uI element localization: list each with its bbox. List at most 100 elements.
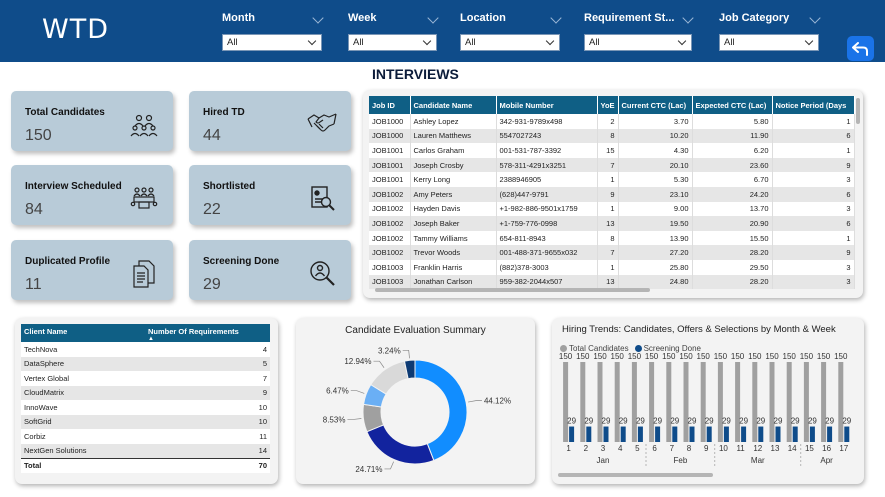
bar-total-candidates[interactable] xyxy=(700,362,706,442)
bar-total-candidates[interactable] xyxy=(631,362,637,442)
filter-week[interactable]: Week All xyxy=(348,12,439,51)
column-header-number-of-requirements[interactable]: Number Of Requirements ▲ xyxy=(145,324,270,342)
bar-total-candidates[interactable] xyxy=(821,362,827,442)
donut-slice[interactable] xyxy=(403,359,416,380)
donut-slice[interactable] xyxy=(366,424,435,465)
bar-screening-done[interactable] xyxy=(775,426,781,442)
bar-screening-done[interactable] xyxy=(689,426,695,442)
horizontal-scrollbar[interactable] xyxy=(375,288,650,292)
column-header[interactable]: Notice Period (Days xyxy=(772,96,855,114)
table-row[interactable]: JOB1001 Carlos Graham 001-531-787-3392 15 4.… xyxy=(369,143,855,158)
table-row[interactable]: Vertex Global 7 xyxy=(21,371,270,386)
location-dropdown[interactable]: All xyxy=(460,34,560,51)
column-header[interactable]: Expected CTC (Lac) xyxy=(692,96,773,114)
x-tick-label: 13 xyxy=(771,444,780,453)
table-row[interactable]: JOB1002 Joseph Baker +1-759-776-0998 13 19.5… xyxy=(369,216,855,231)
bar-screening-done[interactable] xyxy=(569,426,575,442)
table-cell: JOB1002 xyxy=(369,201,411,217)
table-row[interactable]: JOB1000 Lauren Matthews 5547027243 8 10.20 11… xyxy=(369,128,855,144)
table-header-row: Client Name Number Of Requirements ▲ xyxy=(21,324,270,342)
horizontal-scrollbar[interactable] xyxy=(558,473,713,477)
column-header[interactable]: Job ID xyxy=(369,96,411,114)
bar-screening-done[interactable] xyxy=(723,426,729,442)
table-row[interactable]: JOB1002 Hayden Davis +1-982-886-9501x1759 1… xyxy=(369,201,855,217)
bar-total-candidates[interactable] xyxy=(769,362,775,442)
table-cell: 6 xyxy=(772,128,855,144)
bar-total-candidates[interactable] xyxy=(563,362,569,442)
table-row[interactable]: NextGen Solutions 14 xyxy=(21,443,270,458)
column-header-client-name[interactable]: Client Name xyxy=(21,324,145,342)
job-category-dropdown[interactable]: All xyxy=(719,34,819,51)
table-cell: 001-531-787-3392 xyxy=(496,143,598,158)
bar-total-candidates[interactable] xyxy=(614,362,620,442)
x-tick-label: 2 xyxy=(584,444,589,453)
bar-screening-done[interactable] xyxy=(586,426,592,442)
table-cell: 2388946905 xyxy=(496,172,598,187)
dropdown-arrow-icon xyxy=(677,36,687,46)
bar-screening-done[interactable] xyxy=(792,426,798,442)
bar-total-candidates[interactable] xyxy=(786,362,792,442)
column-header[interactable]: YoE xyxy=(597,96,619,114)
bar-screening-done[interactable] xyxy=(603,426,609,442)
data-label: 150 xyxy=(834,352,848,361)
table-row[interactable]: JOB1001 Joseph Crosby 578-311-4291x3251 7 20… xyxy=(369,157,855,173)
column-header[interactable]: Candidate Name xyxy=(410,96,497,114)
legend-item-screening-done[interactable]: Screening Done xyxy=(634,344,701,353)
table-row[interactable]: InnoWave 10 xyxy=(21,400,270,415)
month-dropdown[interactable]: All xyxy=(222,34,322,51)
column-header[interactable]: Current CTC (Lac) xyxy=(618,96,693,114)
group-icon xyxy=(130,114,158,137)
table-row[interactable]: CloudMatrix 9 xyxy=(21,385,270,400)
filter-job-category[interactable]: Job Category All xyxy=(719,12,821,51)
filter-location[interactable]: Location All xyxy=(460,12,562,51)
table-cell: 9 xyxy=(772,157,855,173)
filter-requirement-status[interactable]: Requirement St... All xyxy=(584,12,694,51)
bar-total-candidates[interactable] xyxy=(597,362,603,442)
bar-total-candidates[interactable] xyxy=(649,362,655,442)
bar-total-candidates[interactable] xyxy=(717,362,723,442)
table-row[interactable]: JOB1003 Franklin Harris (882)378-3003 1 25.8… xyxy=(369,259,855,275)
bar-total-candidates[interactable] xyxy=(580,362,586,442)
bar-screening-done[interactable] xyxy=(706,426,712,442)
table-cell: 959-382-2044x507 xyxy=(496,274,598,290)
bar-screening-done[interactable] xyxy=(758,426,764,442)
column-header[interactable]: Mobile Number xyxy=(496,96,598,114)
donut-chart[interactable]: 44.12% 24.71% 8.53% 6.47% 12.94% 3.24% xyxy=(296,318,535,484)
table-row[interactable]: DataSphere 5 xyxy=(21,356,270,371)
table-cell: 5.30 xyxy=(618,172,693,187)
bar-screening-done[interactable] xyxy=(620,426,626,442)
table-row[interactable]: JOB1003 Jonathan Carlson 959-382-2044x507 1… xyxy=(369,274,855,290)
bar-total-candidates[interactable] xyxy=(803,362,809,442)
table-row[interactable]: TechNova 4 xyxy=(21,342,270,357)
table-row[interactable]: SoftGrid 10 xyxy=(21,414,270,429)
table-row[interactable]: JOB1000 Ashley Lopez 342-931-9789x498 2 3.70… xyxy=(369,114,855,129)
bar-total-candidates[interactable] xyxy=(838,362,844,442)
table-row[interactable]: JOB1001 Kerry Long 2388946905 1 5.30 6.70 3 xyxy=(369,172,855,187)
filter-month[interactable]: Month All xyxy=(222,12,324,51)
bar-screening-done[interactable] xyxy=(655,426,661,442)
requirement-status-dropdown[interactable]: All xyxy=(584,34,692,51)
table-row[interactable]: JOB1002 Amy Peters (628)447-9791 9 23.10 24.2… xyxy=(369,186,855,202)
bar-screening-done[interactable] xyxy=(672,426,678,442)
table-row[interactable]: JOB1002 Trevor Woods 001-488-371-9655x032 7… xyxy=(369,245,855,260)
bar-screening-done[interactable] xyxy=(741,426,747,442)
week-dropdown[interactable]: All xyxy=(348,34,437,51)
bar-total-candidates[interactable] xyxy=(735,362,741,442)
copy-documents-icon xyxy=(133,260,155,288)
bar-total-candidates[interactable] xyxy=(683,362,689,442)
table-row[interactable]: JOB1002 Tammy Williams 654-811-8943 8 13.90 1… xyxy=(369,230,855,246)
table-row[interactable]: Corbiz 11 xyxy=(21,429,270,444)
bar-chart[interactable]: 150 29 1 150 29 2 150 29 3 150 29 4 150 29 5 150 29 6 150 2… xyxy=(552,318,864,484)
bar-total-candidates[interactable] xyxy=(752,362,758,442)
bar-total-candidates[interactable] xyxy=(666,362,672,442)
back-button[interactable] xyxy=(847,36,874,61)
bar-screening-done[interactable] xyxy=(637,426,643,442)
kpi-label: Duplicated Profile xyxy=(25,256,111,267)
bar-screening-done[interactable] xyxy=(809,426,815,442)
vertical-scrollbar[interactable] xyxy=(856,98,860,124)
bar-screening-done[interactable] xyxy=(844,426,850,442)
bar-screening-done[interactable] xyxy=(827,426,833,442)
table-cell: Carlos Graham xyxy=(410,143,497,158)
legend-item-total-candidates[interactable]: Total Candidates xyxy=(560,344,629,353)
table-cell: 15.50 xyxy=(692,230,773,246)
